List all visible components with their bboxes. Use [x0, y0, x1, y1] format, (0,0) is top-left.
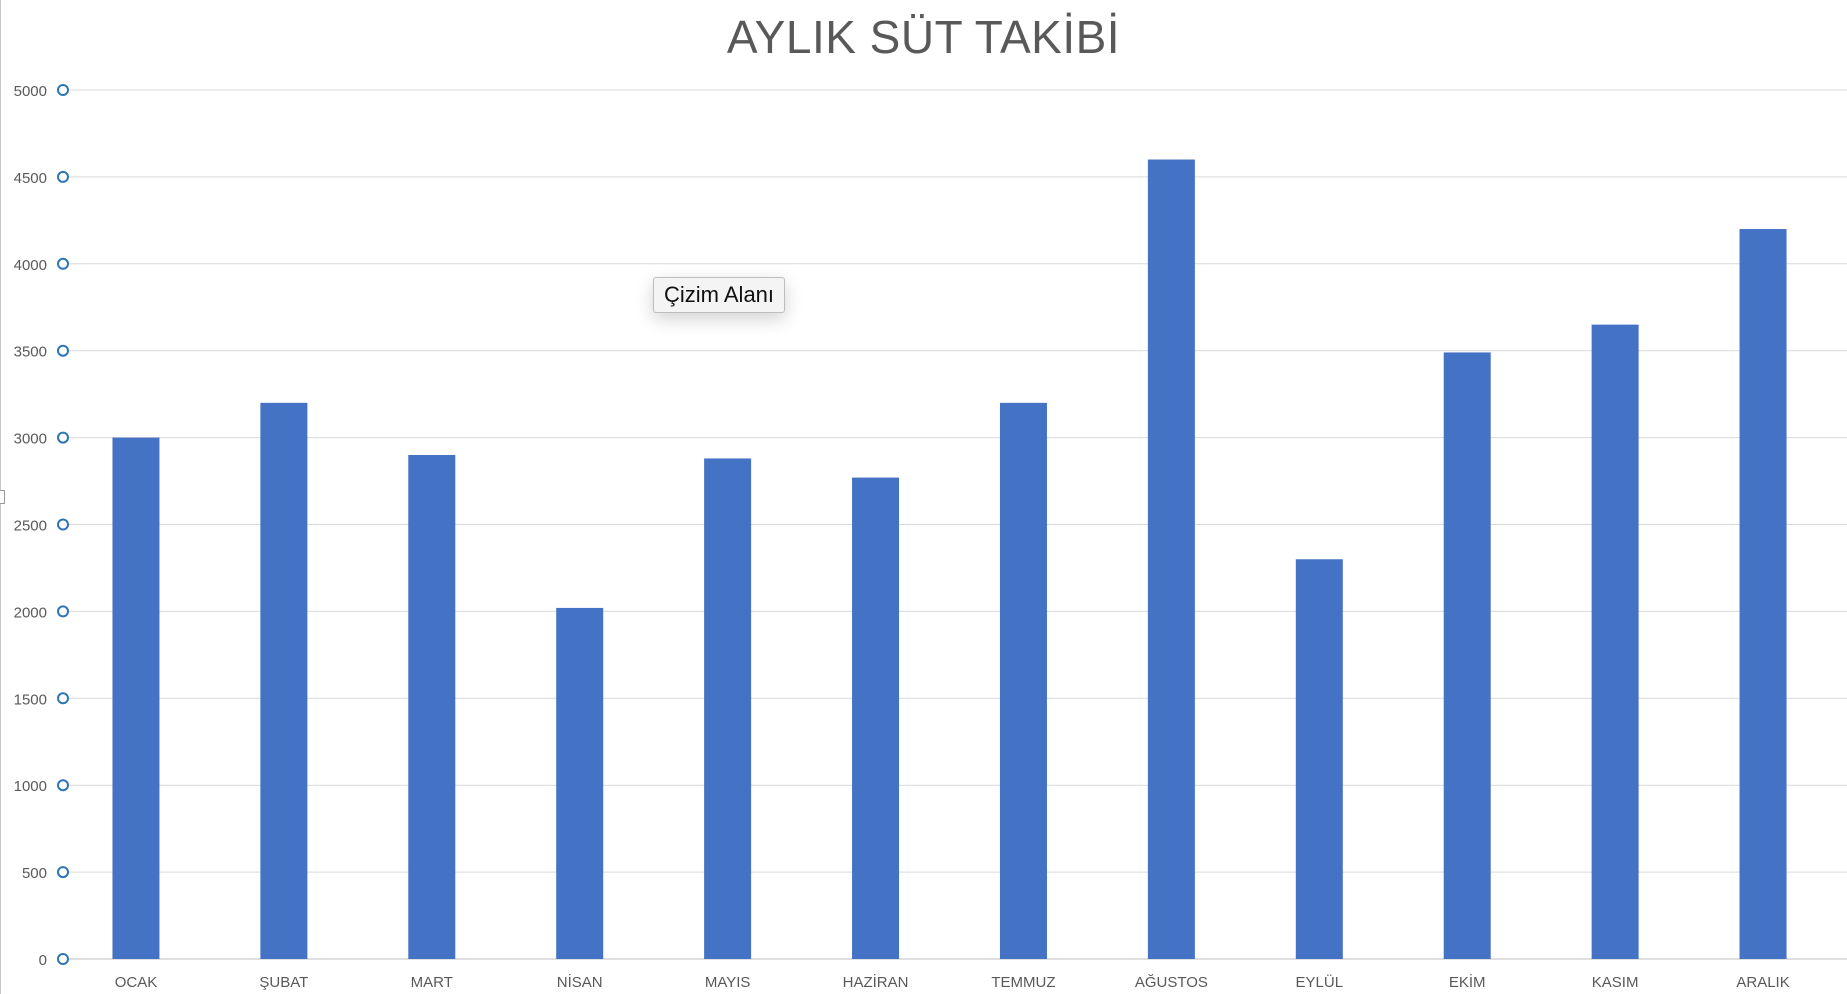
bar[interactable]	[1443, 352, 1491, 959]
bar[interactable]	[112, 437, 160, 960]
bar[interactable]	[556, 607, 604, 959]
axis-selection-handle[interactable]	[57, 605, 69, 618]
y-tick-label: 1500	[14, 691, 47, 708]
x-category-label: EKİM	[1449, 973, 1486, 991]
axis-selection-handle[interactable]	[57, 257, 69, 270]
y-tick-label: 4000	[14, 257, 47, 274]
y-tick-label: 1000	[14, 778, 47, 795]
axis-selection-handle[interactable]	[57, 431, 69, 444]
axis-selection-handle[interactable]	[57, 779, 69, 792]
axis-selection-handle[interactable]	[57, 344, 69, 357]
y-tick-label: 3500	[14, 344, 47, 361]
axis-selection-handle[interactable]	[57, 866, 69, 879]
bar[interactable]	[260, 402, 308, 960]
y-tick-label: 500	[22, 865, 47, 882]
plot-area-tooltip: Çizim Alanı	[653, 277, 786, 313]
axis-selection-handle[interactable]	[57, 692, 69, 705]
bar[interactable]	[1739, 229, 1787, 960]
resize-handle[interactable]	[0, 490, 5, 504]
x-category-label: KASIM	[1592, 974, 1639, 991]
y-tick-label: 3000	[14, 431, 47, 448]
bar[interactable]	[704, 458, 752, 959]
chart-title[interactable]: AYLIK SÜT TAKİBİ	[726, 11, 1121, 63]
x-category-label: HAZİRAN	[843, 973, 909, 991]
x-category-label: NİSAN	[557, 973, 603, 991]
axis-selection-handle[interactable]	[57, 170, 69, 183]
x-category-label: ARALIK	[1736, 974, 1789, 991]
bar[interactable]	[852, 477, 900, 959]
x-category-label: MART	[411, 974, 453, 991]
x-category-label: TEMMUZ	[991, 974, 1055, 991]
bar[interactable]	[1591, 324, 1639, 959]
axis-selection-handle[interactable]	[57, 953, 69, 965]
bar[interactable]	[1147, 159, 1195, 959]
axis-selection-handle[interactable]	[57, 84, 69, 96]
axis-selection-handle[interactable]	[57, 518, 69, 531]
x-category-label: MAYIS	[705, 974, 751, 991]
x-category-label: AĞUSTOS	[1135, 974, 1208, 991]
bar[interactable]	[408, 454, 456, 959]
y-tick-label: 4500	[14, 170, 47, 187]
bar[interactable]	[1295, 559, 1343, 959]
x-category-label: EYLÜL	[1296, 973, 1344, 991]
x-category-label: OCAK	[115, 974, 158, 991]
y-tick-label: 2500	[14, 518, 47, 535]
y-tick-label: 0	[39, 952, 47, 969]
bar[interactable]	[999, 402, 1047, 960]
y-tick-label: 2000	[14, 604, 47, 621]
x-category-label: ŞUBAT	[259, 974, 308, 991]
y-tick-label: 5000	[14, 83, 47, 100]
